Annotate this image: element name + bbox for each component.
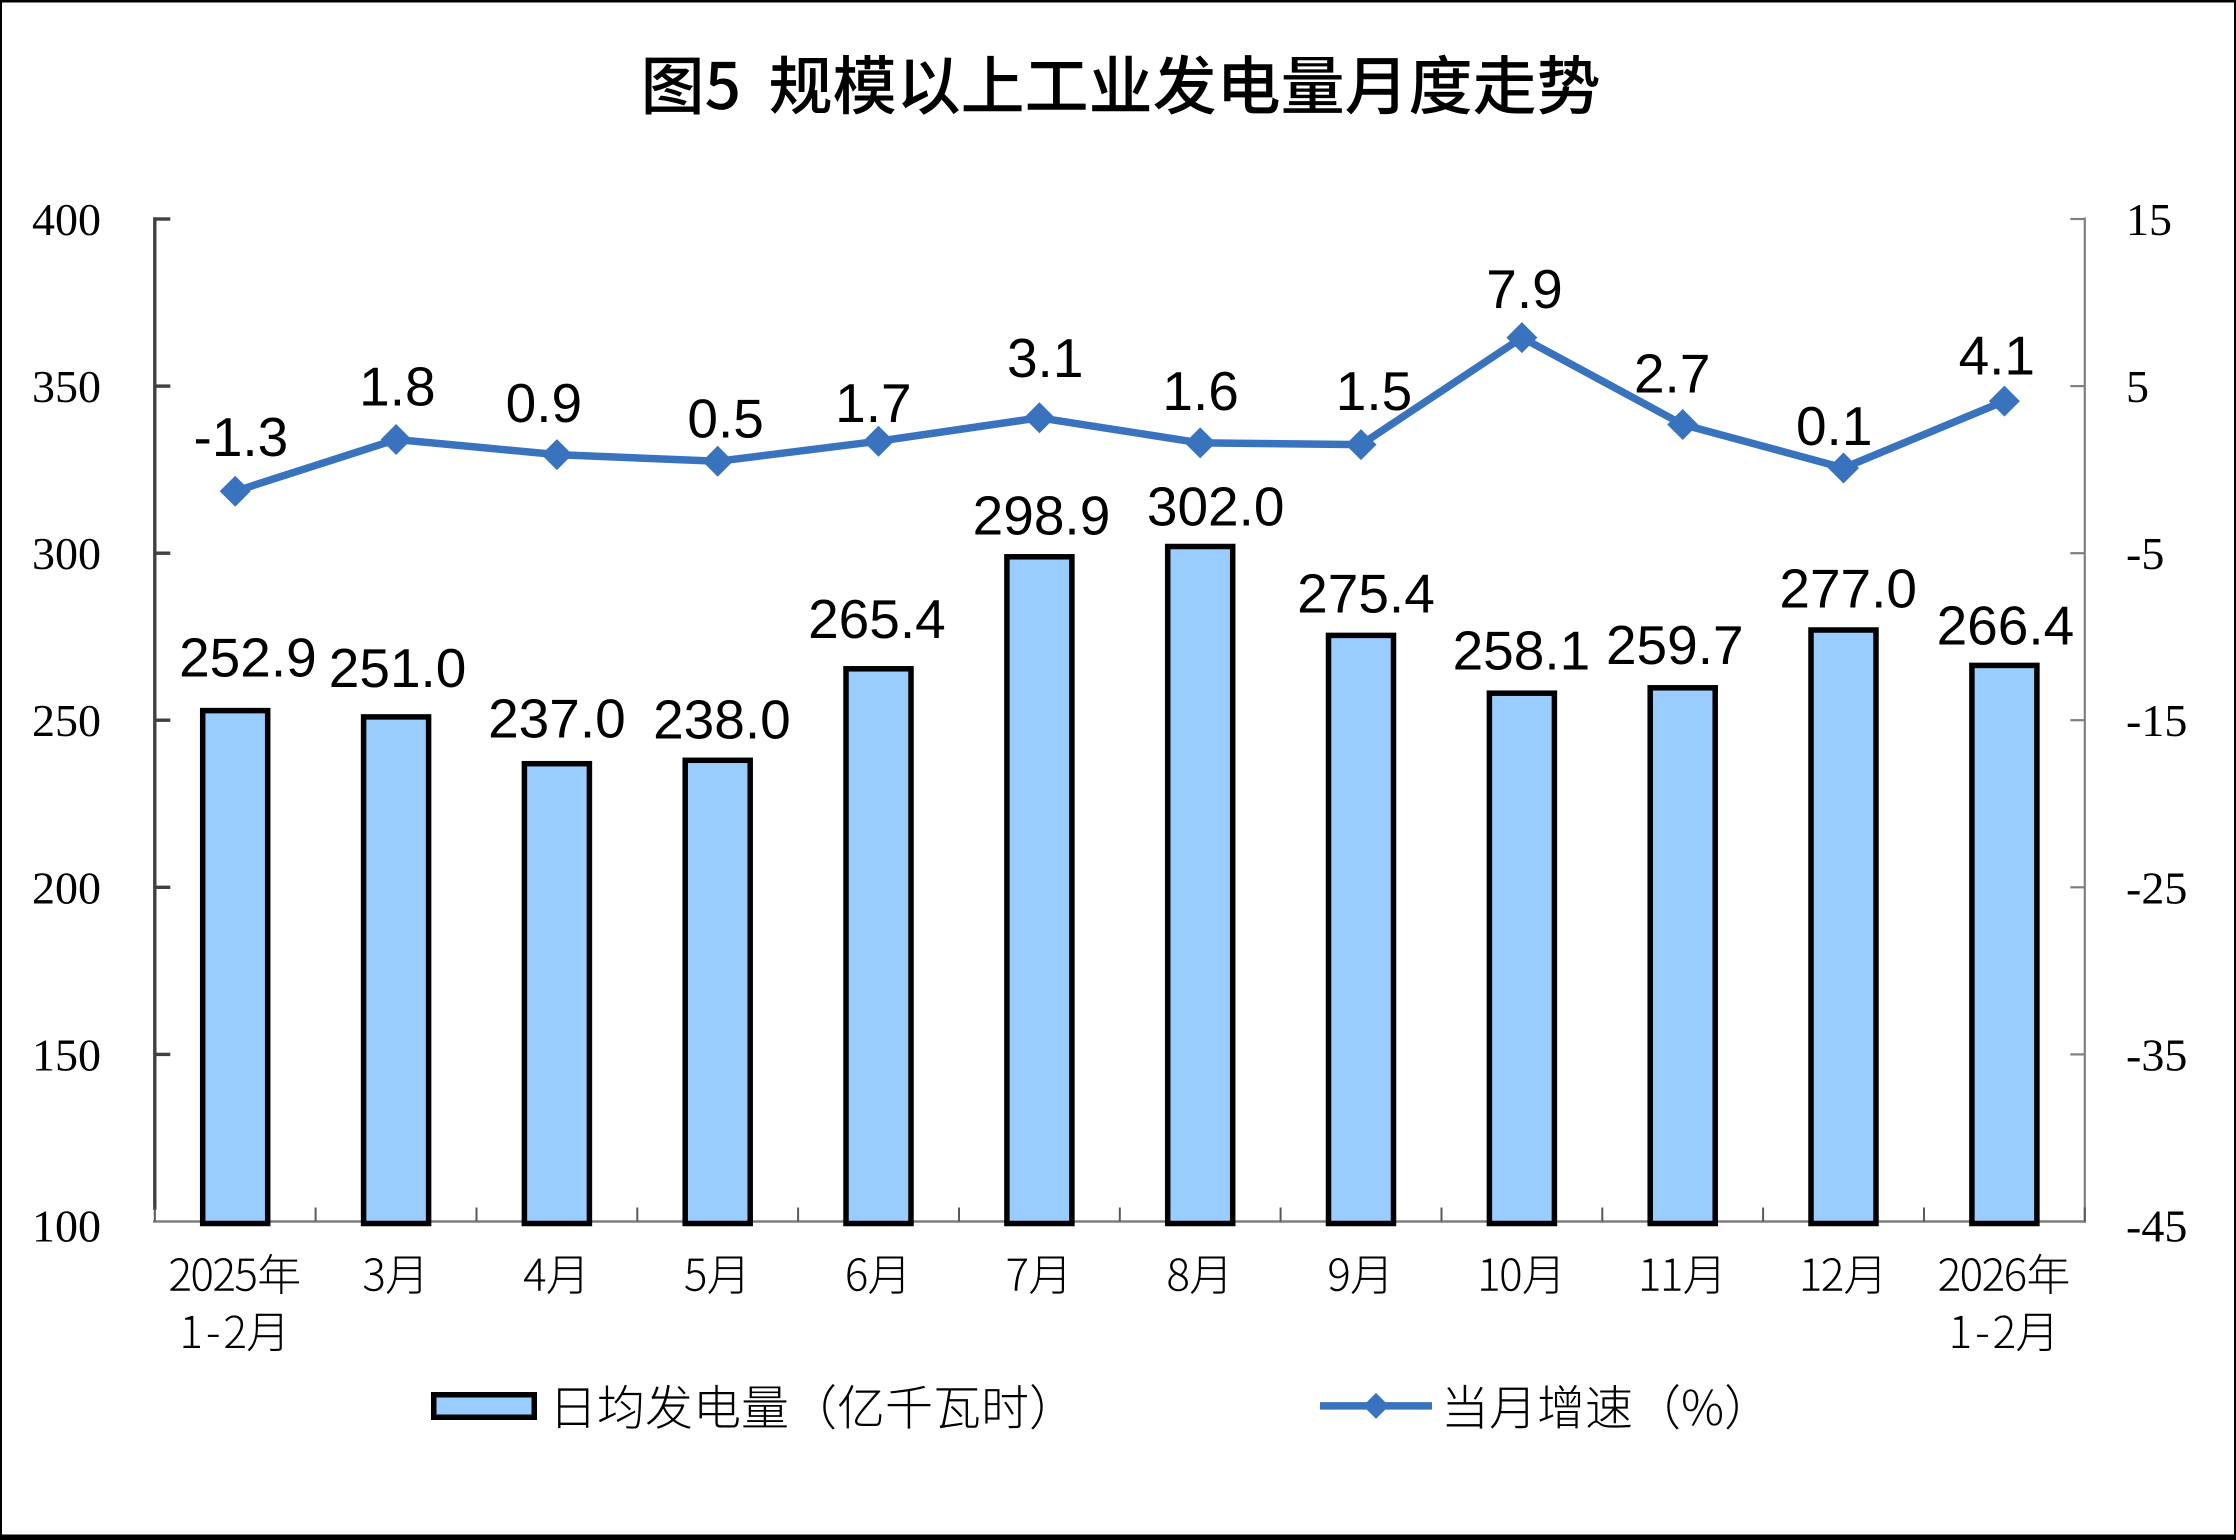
svg-text:1.8: 1.8 xyxy=(359,356,435,418)
svg-text:302.0: 302.0 xyxy=(1147,476,1285,538)
svg-text:1.7: 1.7 xyxy=(835,372,911,434)
svg-text:-35: -35 xyxy=(2126,1029,2187,1080)
svg-text:252.9: 252.9 xyxy=(179,626,317,688)
svg-text:2.7: 2.7 xyxy=(1634,343,1710,405)
svg-text:-25: -25 xyxy=(2126,862,2187,913)
svg-text:0.5: 0.5 xyxy=(687,388,763,450)
svg-text:400: 400 xyxy=(32,194,101,245)
svg-text:-1.3: -1.3 xyxy=(194,406,289,468)
svg-text:298.9: 298.9 xyxy=(973,485,1111,547)
svg-text:0.1: 0.1 xyxy=(1796,395,1872,457)
svg-text:4.1: 4.1 xyxy=(1959,325,2035,387)
svg-text:150: 150 xyxy=(32,1029,101,1080)
svg-text:265.4: 265.4 xyxy=(808,588,946,650)
svg-text:275.4: 275.4 xyxy=(1297,563,1435,625)
svg-text:3.1: 3.1 xyxy=(1007,327,1083,389)
svg-text:258.1: 258.1 xyxy=(1453,619,1591,681)
svg-text:350: 350 xyxy=(32,361,101,412)
svg-text:0.9: 0.9 xyxy=(506,372,582,434)
svg-text:238.0: 238.0 xyxy=(653,689,791,751)
svg-text:266.4: 266.4 xyxy=(1937,594,2075,656)
svg-text:15: 15 xyxy=(2126,194,2172,245)
svg-text:5: 5 xyxy=(2126,361,2149,412)
svg-text:250: 250 xyxy=(32,695,101,746)
svg-text:277.0: 277.0 xyxy=(1779,558,1917,620)
svg-text:100: 100 xyxy=(32,1201,101,1252)
svg-text:1.5: 1.5 xyxy=(1336,360,1412,422)
svg-text:300: 300 xyxy=(32,528,101,579)
svg-text:251.0: 251.0 xyxy=(329,637,467,699)
svg-text:200: 200 xyxy=(32,862,101,913)
svg-text:237.0: 237.0 xyxy=(488,687,626,749)
svg-text:-45: -45 xyxy=(2126,1201,2187,1252)
svg-text:259.7: 259.7 xyxy=(1606,614,1744,676)
svg-text:7.9: 7.9 xyxy=(1486,258,1562,320)
svg-text:-15: -15 xyxy=(2126,695,2187,746)
svg-text:1.6: 1.6 xyxy=(1162,360,1238,422)
svg-text:-5: -5 xyxy=(2126,528,2164,579)
